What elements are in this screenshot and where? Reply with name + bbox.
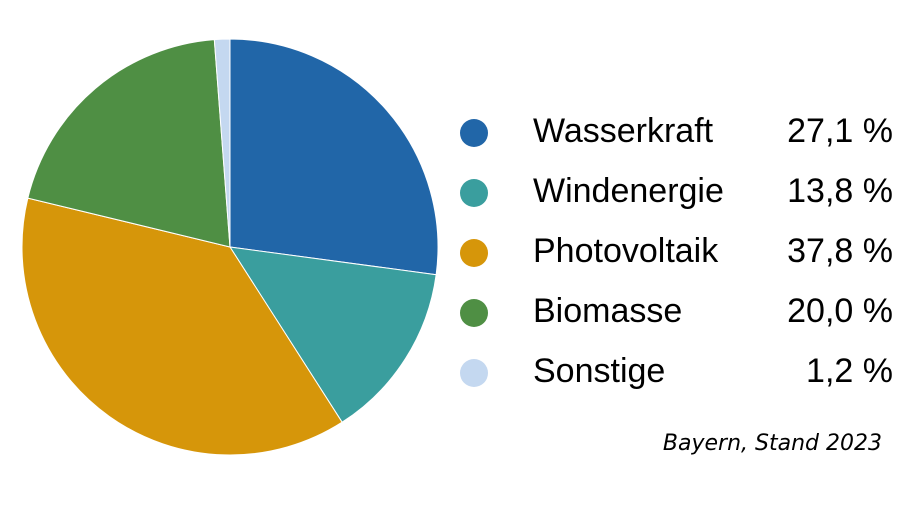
legend-marker xyxy=(460,299,488,327)
annotation: Bayern, Stand 2023 xyxy=(663,431,882,456)
pie-slice xyxy=(27,39,231,248)
legend-marker xyxy=(460,359,488,387)
value-label: 37,8 % xyxy=(787,232,893,270)
pie-slice xyxy=(229,38,439,276)
legend-label: Wasserkraft xyxy=(533,112,714,150)
legend-marker xyxy=(460,239,488,267)
value-label: 13,8 % xyxy=(787,172,893,210)
legend-label: Windenergie xyxy=(533,172,724,210)
legend-label: Biomasse xyxy=(533,292,682,330)
legend-label: Sonstige xyxy=(533,352,665,390)
legend-marker xyxy=(460,179,488,207)
pie-slice xyxy=(228,246,437,423)
pie-slice xyxy=(21,197,343,456)
pie-slice xyxy=(213,38,231,248)
value-label: 1,2 % xyxy=(806,352,893,390)
value-label: 20,0 % xyxy=(787,292,893,330)
legend-marker xyxy=(460,119,488,147)
legend-label: Photovoltaik xyxy=(533,232,719,270)
value-label: 27,1 % xyxy=(787,112,893,150)
